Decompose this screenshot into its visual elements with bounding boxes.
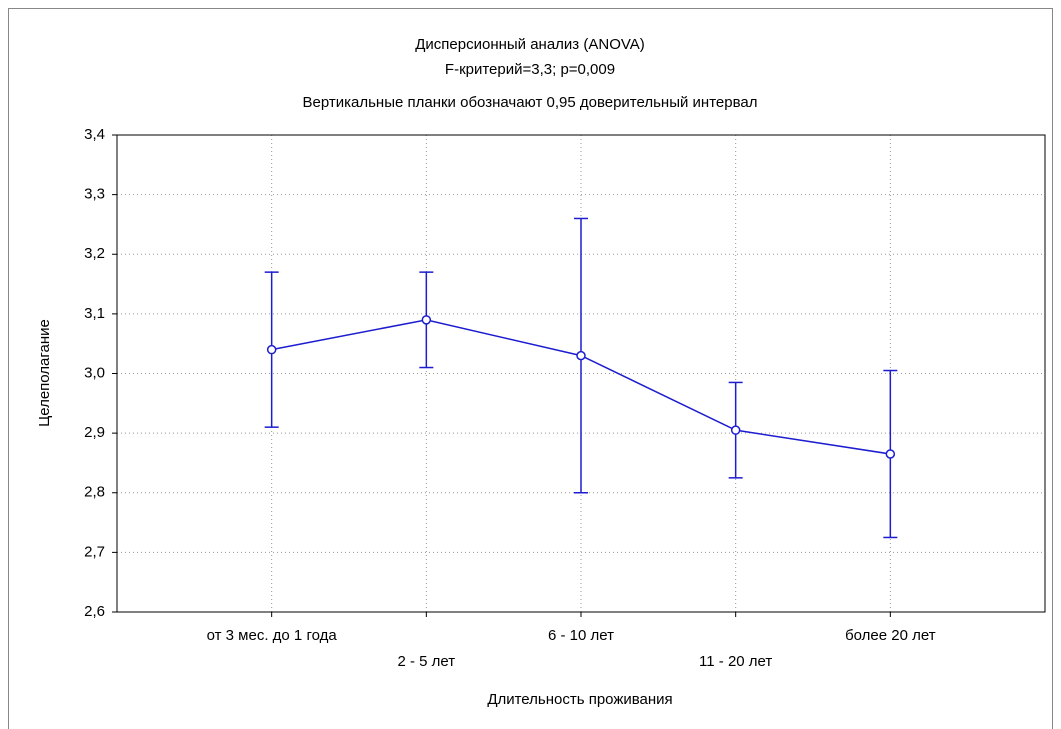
y-tick-label: 3,0 <box>84 364 105 381</box>
x-axis-label: Длительность проживания <box>487 691 672 708</box>
plot-area <box>116 134 1046 613</box>
x-tick-label: более 20 лет <box>845 627 936 644</box>
y-tick-label: 3,4 <box>84 126 105 143</box>
y-tick-label: 3,2 <box>84 245 105 262</box>
y-axis-label: Целеполагание <box>36 319 53 427</box>
chart-subtitle: F-критерий=3,3; p=0,009 <box>445 61 615 78</box>
mean-marker <box>730 425 741 435</box>
mean-marker <box>421 315 432 325</box>
mean-marker <box>266 344 277 355</box>
x-tick-label: 6 - 10 лет <box>548 627 614 644</box>
x-tick-label: от 3 мес. до 1 года <box>207 627 338 644</box>
y-tick-label: 2,6 <box>84 603 105 620</box>
y-tick-label: 3,1 <box>84 305 105 322</box>
x-tick-label: 11 - 20 лет <box>699 653 772 670</box>
y-tick-label: 3,3 <box>84 186 105 203</box>
y-tick-label: 2,8 <box>84 484 105 501</box>
x-tick-label: 2 - 5 лет <box>398 653 456 670</box>
mean-marker <box>885 449 896 459</box>
mean-marker <box>576 350 586 361</box>
y-tick-label: 2,9 <box>84 424 105 441</box>
chart-title: Дисперсионный анализ (ANOVA) <box>415 36 645 53</box>
y-tick-label: 2,7 <box>84 543 105 560</box>
annotation: Вертикальные планки обозначают 0,95 дове… <box>303 94 758 111</box>
